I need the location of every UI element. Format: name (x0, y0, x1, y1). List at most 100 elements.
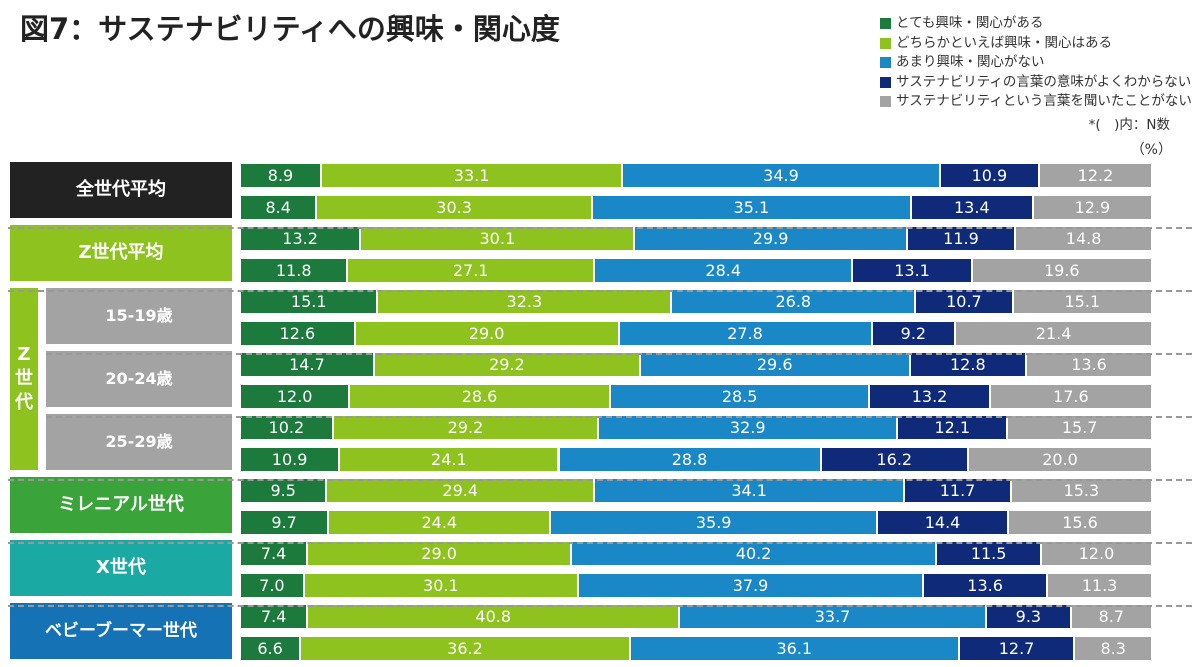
group-divider (8, 227, 1192, 230)
bar-segment: 11.5 (937, 542, 1042, 565)
bar-segment: 12.7 (959, 636, 1076, 660)
bar-segment: 15.6 (1009, 510, 1151, 534)
bar-segment: 8.3 (1075, 636, 1151, 660)
group-label-char: Z (17, 344, 31, 365)
legend-item: どちらかといえば興味・関心はある (880, 34, 1192, 54)
bar-segment: 13.6 (1027, 353, 1151, 376)
bar-segment: 35.9 (551, 510, 878, 534)
group-divider (8, 479, 1192, 482)
bar-segment: 12.1 (898, 416, 1009, 439)
bar-segment: 29.6 (640, 353, 911, 376)
bar-segment: 12.0 (241, 384, 351, 408)
bar-segment: 37.9 (578, 573, 925, 597)
bar-segment: 29.0 (355, 321, 620, 345)
group-label-char: 代 (15, 392, 33, 413)
bar-segment: 26.8 (672, 290, 917, 313)
bar-segment: 30.1 (361, 227, 636, 250)
bar-segment: 28.5 (610, 384, 871, 408)
legend-item: とても興味・関心がある (880, 14, 1192, 34)
legend-label: あまり興味・関心がない (896, 54, 1045, 70)
bar-segment: 35.1 (592, 195, 912, 219)
legend-label: とても興味・関心がある (896, 15, 1044, 31)
bar-segment: 30.3 (317, 195, 593, 219)
bar-segment: 40.8 (308, 605, 681, 628)
bar-segment: 14.4 (878, 510, 1010, 534)
bar-segment: 12.8 (910, 353, 1028, 376)
bar-segment: 12.2 (1039, 164, 1151, 187)
legend-item: サステナビリティという言葉を聞いたことがない (880, 92, 1192, 112)
group-label: X世代 (10, 540, 232, 596)
bar-segment: 13.1 (853, 258, 973, 282)
bar-segment: 6.6 (241, 636, 302, 660)
bar-segment: 32.3 (378, 290, 673, 313)
bar-segment: 32.9 (599, 416, 899, 439)
bar-segment: 21.4 (956, 321, 1151, 345)
bar-segment: 28.4 (594, 258, 854, 282)
group-label: ベビーブーマー世代 (10, 603, 232, 659)
bar-segment: 11.7 (905, 479, 1012, 502)
bar-segment: 13.2 (870, 384, 991, 408)
bar-segment: 8.9 (241, 164, 322, 187)
group-label: Z世代平均 (10, 225, 232, 281)
bar-segment: 13.6 (924, 573, 1049, 597)
group-divider (8, 290, 1192, 293)
bar-segment: 13.4 (911, 195, 1034, 219)
legend-item: あまり興味・関心がない (880, 53, 1192, 73)
unit-label: （%） (1130, 142, 1172, 158)
bar-segment: 27.8 (619, 321, 873, 345)
legend-label: どちらかといえば興味・関心はある (896, 34, 1112, 51)
bar-segment: 24.1 (340, 447, 560, 471)
bar-segment: 36.2 (301, 636, 631, 660)
legend-swatch-icon (880, 57, 891, 69)
bar-segment: 15.1 (241, 290, 379, 313)
bar-segment: 14.8 (1016, 227, 1151, 250)
bar-segment: 40.2 (571, 542, 938, 565)
bar-segment: 29.2 (374, 353, 641, 376)
bar-segment: 34.1 (594, 479, 906, 502)
bar-segment: 9.3 (987, 605, 1072, 628)
bar-segment: 10.9 (241, 447, 341, 471)
bar-segment: 33.1 (321, 164, 624, 187)
subgroup-label: 15-19歳 (46, 288, 232, 344)
bar-segment: 10.7 (916, 290, 1014, 313)
legend-swatch-icon (880, 76, 891, 88)
group-divider (46, 353, 1192, 356)
bar-segment: 10.2 (241, 416, 334, 439)
legend: とても興味・関心があるどちらかといえば興味・関心はある あまり興味・関心がないサス… (880, 14, 1192, 112)
bar-segment: 10.9 (940, 164, 1040, 187)
group-label: 全世代平均 (10, 162, 232, 218)
bar-segment: 12.9 (1033, 195, 1151, 219)
bar-segment: 8.4 (241, 195, 318, 219)
bar-segment: 17.6 (990, 384, 1151, 408)
subgroup-label: 25-29歳 (46, 414, 232, 470)
bar-segment: 7.4 (241, 542, 309, 565)
bar-segment: 28.8 (559, 447, 822, 471)
legend-swatch-icon (880, 18, 891, 30)
bar-segment: 11.8 (241, 258, 349, 282)
group-divider (46, 416, 1192, 419)
bar-segment: 24.4 (329, 510, 552, 534)
chart-title: 図7：サステナビリティへの興味・関心度 (20, 12, 560, 46)
bar-segment: 12.0 (1041, 542, 1151, 565)
group-divider (8, 605, 1192, 608)
bar-segment: 19.6 (972, 258, 1151, 282)
bar-segment: 15.1 (1013, 290, 1151, 313)
legend-swatch-icon (880, 96, 891, 108)
legend-label: サステナビリティの言葉の意味がよくわからない (896, 73, 1192, 90)
bar-segment: 9.2 (872, 321, 957, 345)
bar-segment: 15.3 (1011, 479, 1151, 502)
bar-segment: 9.5 (241, 479, 328, 502)
bar-segment: 30.1 (304, 573, 579, 597)
bar-segment: 9.7 (241, 510, 330, 534)
bar-segment: 29.0 (308, 542, 572, 565)
bar-segment: 11.9 (907, 227, 1017, 250)
legend-label: サステナビリティという言葉を聞いたことがない (896, 93, 1192, 109)
bar-segment: 12.6 (241, 321, 356, 345)
bar-segment: 15.7 (1008, 416, 1151, 439)
bar-segment: 29.9 (635, 227, 908, 250)
bar-segment: 14.7 (241, 353, 375, 376)
bar-segment: 29.4 (327, 479, 595, 502)
bar-segment: 29.2 (333, 416, 600, 439)
bar-segment: 11.3 (1048, 573, 1151, 597)
bar-segment: 36.1 (630, 636, 960, 660)
